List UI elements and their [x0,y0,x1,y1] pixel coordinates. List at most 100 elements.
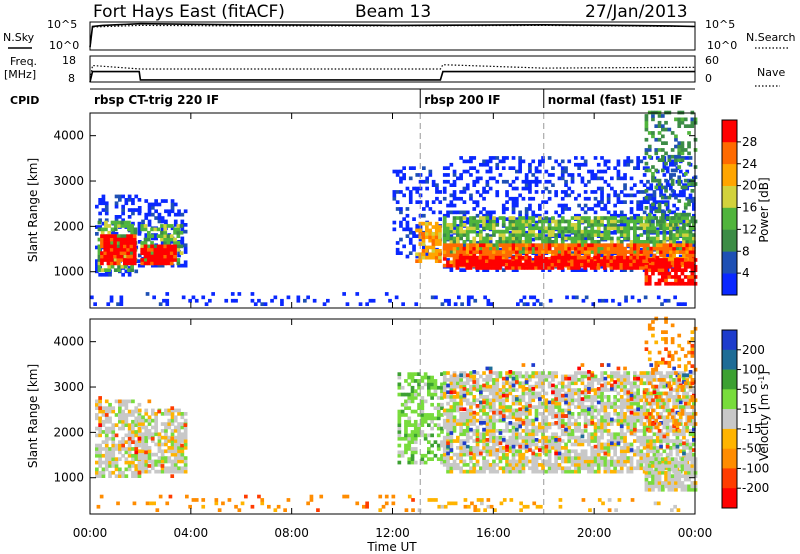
power-cell [606,210,611,215]
velocity-cell [485,401,490,406]
power-cell [492,216,496,220]
power-cell [498,253,503,258]
power-cell [677,199,682,203]
velocity-cell [420,430,425,434]
power-cell [527,266,532,270]
power-cell [446,260,450,265]
velocity-cell [538,422,542,426]
velocity-cell [544,418,549,423]
power-cell [541,219,545,224]
power-cell [551,229,555,234]
velocity-cell [469,412,473,416]
velocity-cell [544,391,549,396]
velocity-cell [124,406,129,410]
velocity-cell [160,422,165,426]
velocity-cell [108,402,112,407]
velocity-cell [147,435,152,440]
power-cell [402,166,406,170]
power-cell [151,263,155,268]
velocity-cell [108,470,112,475]
power-cell [170,199,175,203]
velocity-cell [554,442,558,447]
power-cell [682,240,686,244]
power-cell [405,213,410,218]
velocity-cell [465,398,470,403]
power-cell [113,254,117,259]
power-cell [126,247,130,252]
velocity-cell [524,415,529,420]
velocity-cell [260,501,265,506]
power-cell [626,226,631,231]
power-cell [674,158,678,162]
power-cell [154,236,158,241]
power-cell [629,200,634,204]
velocity-cell [485,388,490,392]
power-cell [612,255,617,260]
power-cell [547,246,552,251]
power-cell [442,213,447,218]
power-cell [97,227,102,232]
power-cell [570,223,575,227]
velocity-cell [164,425,168,430]
velocity-cell [101,409,106,414]
power-cell [498,250,503,254]
velocity-cell [482,449,486,454]
velocity-cell [98,464,102,468]
velocity-cell [547,408,552,413]
power-cell [521,219,526,224]
velocity-cell [144,432,149,437]
power-cell [564,169,568,174]
power-cell [560,240,565,244]
velocity-cell [134,447,139,451]
velocity-cell [141,415,145,420]
velocity-cell [144,446,149,450]
power-cell [442,233,447,237]
power-cell [646,236,650,241]
power-cell [522,295,527,300]
power-cell [685,169,690,174]
velocity-cell [98,457,102,461]
power-cell [449,250,454,254]
velocity-cell [134,474,139,478]
velocity-cell [446,401,450,406]
velocity-cell [541,412,545,416]
velocity-cell [534,371,539,375]
velocity-cell [485,422,490,426]
velocity-cell [511,466,516,471]
power-cell [452,229,457,234]
velocity-cell [541,435,545,440]
power-cell [606,226,611,231]
power-cell [446,173,450,177]
power-cell [481,259,486,263]
velocity-cell [118,406,122,410]
power-cell [623,236,627,241]
velocity-cell [459,401,463,406]
velocity-cell [495,452,500,457]
velocity-cell [498,388,503,392]
power-cell [521,186,526,191]
power-cell [482,236,486,241]
velocity-cell [170,466,175,471]
power-cell [600,169,604,174]
power-cell [176,224,181,228]
velocity-cell [469,391,473,396]
power-cell [606,193,611,198]
power-cell [511,246,516,251]
power-cell [616,224,621,228]
velocity-cell [404,406,408,410]
velocity-cell [111,433,116,438]
power-cell [392,227,397,232]
power-cell [452,246,457,251]
power-cell [438,235,442,240]
power-cell [412,230,416,235]
power-cell [104,208,109,212]
power-cell [567,226,572,231]
power-cell [587,229,591,234]
velocity-cell [420,457,425,461]
power-cell [649,193,654,198]
power-cell [603,266,607,270]
power-cell [651,134,655,139]
power-cell [495,250,500,254]
power-cell [580,179,585,184]
power-cell [596,250,601,254]
